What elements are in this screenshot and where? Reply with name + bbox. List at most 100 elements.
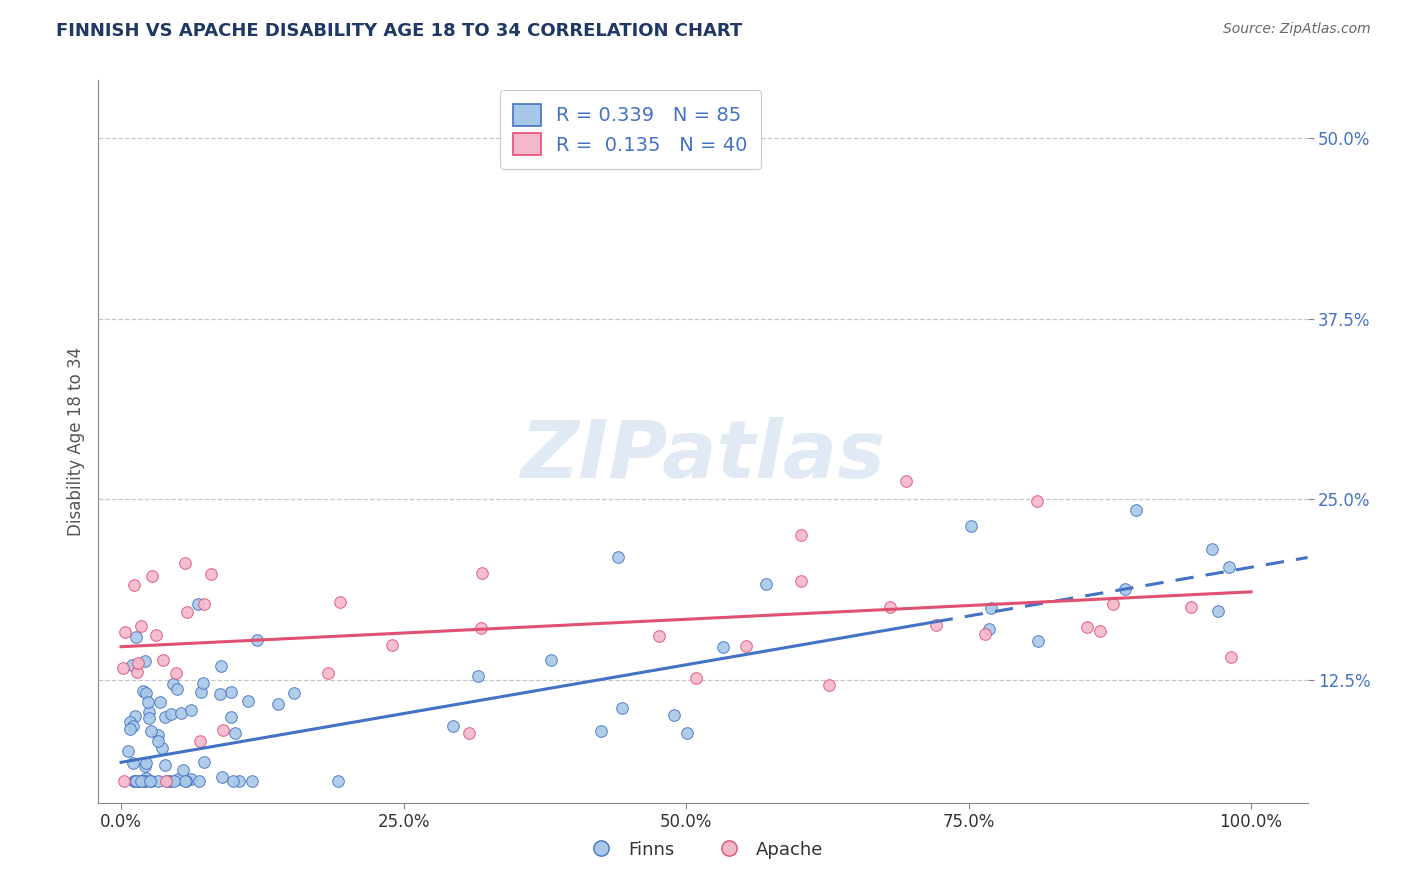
Point (125, 774, 148, 789)
Point (156, 774, 179, 789)
Point (149, 695, 172, 709)
Point (159, 774, 181, 789)
Point (127, 665, 149, 680)
Point (381, 638, 404, 652)
Point (176, 605, 198, 619)
Point (790, 528, 813, 542)
Point (221, 710, 243, 724)
Point (167, 772, 190, 786)
Point (212, 723, 235, 738)
Point (134, 759, 156, 773)
Point (131, 684, 153, 698)
Text: FINNISH VS APACHE DISABILITY AGE 18 TO 34 CORRELATION CHART: FINNISH VS APACHE DISABILITY AGE 18 TO 3… (56, 22, 742, 40)
Point (1220, 649, 1243, 664)
Point (977, 622, 1000, 636)
Point (114, 624, 136, 639)
Point (135, 686, 157, 700)
Point (121, 657, 143, 672)
Point (1201, 541, 1223, 556)
Point (112, 661, 135, 675)
Point (190, 685, 212, 699)
Point (134, 774, 156, 789)
Point (209, 659, 232, 673)
Point (980, 601, 1002, 615)
Point (163, 774, 186, 789)
Point (1218, 560, 1240, 574)
Point (134, 654, 156, 668)
Point (193, 755, 215, 769)
Point (648, 629, 671, 643)
Point (129, 619, 152, 633)
Point (1125, 503, 1147, 517)
Point (121, 719, 143, 733)
Point (1090, 624, 1112, 639)
Point (170, 706, 193, 720)
Point (267, 698, 290, 712)
Point (193, 597, 215, 611)
Point (676, 726, 699, 740)
Point (224, 725, 246, 739)
Point (173, 556, 195, 570)
Point (146, 728, 169, 742)
Point (117, 744, 139, 758)
Point (467, 669, 489, 683)
Point (441, 719, 464, 733)
Point (148, 734, 170, 748)
Point (318, 665, 340, 680)
Point (711, 640, 734, 654)
Point (166, 681, 188, 696)
Point (222, 774, 245, 789)
Point (238, 694, 260, 708)
Point (155, 774, 177, 789)
Point (283, 686, 305, 700)
Point (200, 566, 222, 581)
Point (211, 770, 233, 784)
Point (141, 569, 163, 583)
Point (540, 653, 562, 667)
Point (662, 707, 685, 722)
Point (685, 671, 707, 685)
Point (153, 710, 176, 724)
Point (470, 621, 492, 635)
Point (150, 740, 173, 755)
Point (139, 774, 162, 789)
Text: ZIPatlas: ZIPatlas (520, 417, 886, 495)
Point (471, 566, 494, 580)
Legend: Finns, Apache: Finns, Apache (576, 834, 830, 866)
Point (734, 639, 756, 653)
Point (879, 599, 901, 614)
Point (1206, 603, 1229, 617)
Point (122, 756, 145, 770)
Point (187, 598, 209, 612)
Text: Source: ZipAtlas.com: Source: ZipAtlas.com (1223, 22, 1371, 37)
Point (145, 628, 167, 642)
Point (153, 758, 176, 772)
Point (152, 653, 174, 667)
Point (134, 774, 156, 789)
Point (124, 774, 146, 789)
Point (135, 771, 157, 785)
Point (138, 711, 160, 725)
Point (138, 705, 160, 719)
Point (165, 665, 187, 680)
Point (790, 574, 813, 588)
Point (208, 687, 231, 701)
Point (1076, 620, 1098, 634)
Point (960, 519, 983, 533)
Point (228, 774, 250, 789)
Point (138, 695, 160, 709)
Point (188, 733, 211, 747)
Point (173, 774, 195, 789)
Point (219, 685, 242, 699)
Point (591, 723, 613, 738)
Point (1101, 597, 1123, 611)
Point (240, 774, 263, 789)
Point (162, 677, 184, 691)
Point (1180, 600, 1202, 615)
Point (607, 550, 630, 565)
Point (172, 763, 194, 777)
Point (118, 722, 141, 736)
Point (160, 706, 183, 721)
Point (124, 774, 146, 789)
Point (457, 725, 479, 739)
